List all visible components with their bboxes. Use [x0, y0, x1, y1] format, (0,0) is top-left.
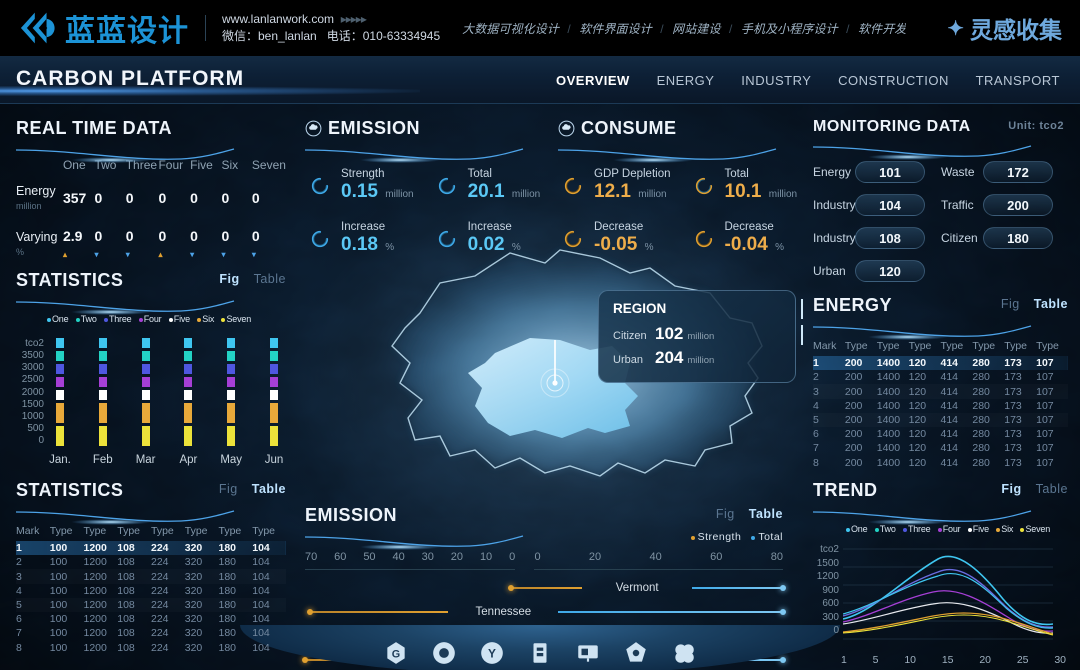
svg-text:G: G [392, 648, 400, 660]
svg-text:Y: Y [488, 646, 496, 660]
